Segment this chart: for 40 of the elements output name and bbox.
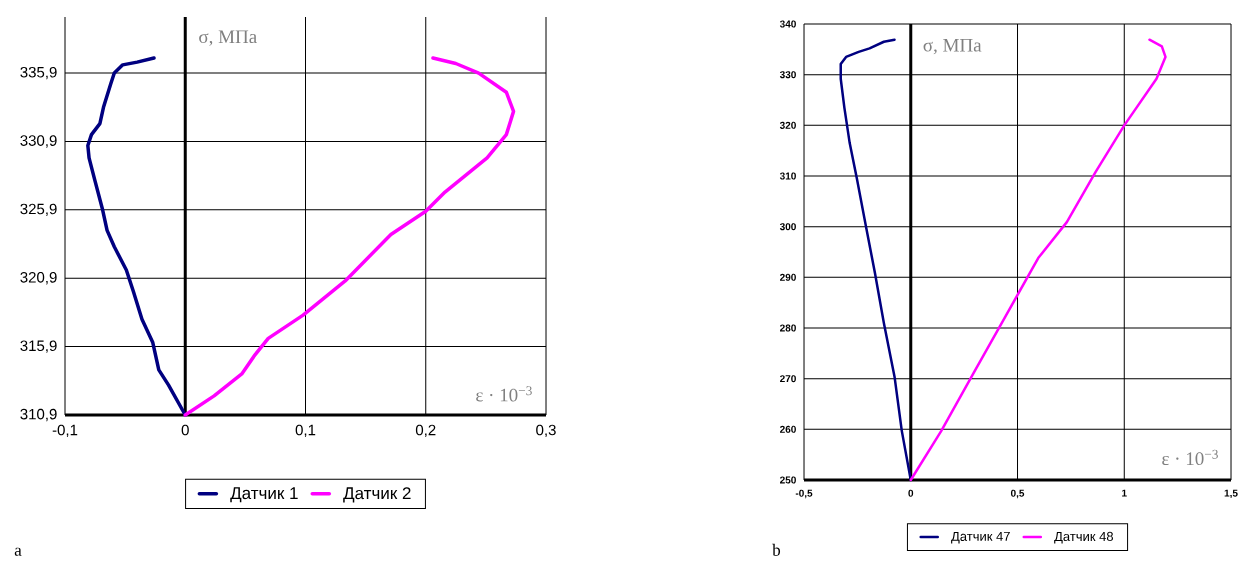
x-axis-title: ε · 10$^{−3}$ [476,386,532,402]
y-tick-label: 250 [780,476,796,484]
y-tick-label: 310,9 [20,408,57,422]
y-tick-label: 325,9 [20,203,57,217]
line-series [909,38,1167,482]
x-tick-label: 0 [908,489,914,497]
x-tick-label: -0,1 [52,424,78,438]
x-tick-label: 1 [1122,489,1127,497]
y-axis-title: σ, МПа [199,30,257,46]
legend-label: Датчик 2 [343,487,411,503]
y-tick-label: 290 [780,273,796,281]
y-tick-label: 320,9 [20,272,57,285]
legend-label: Датчик 47 [951,531,1010,544]
x-axis-title: ε · 10$^{−3}$ [1162,449,1218,466]
y-tick-label: 335,9 [20,66,57,80]
legend-label: Датчик 1 [230,487,298,503]
y-axis-title: σ, МПа [923,38,982,55]
y-tick-label: 330,9 [20,135,57,148]
x-tick-label: 0,2 [415,424,436,438]
x-tick-label: 0,3 [536,424,556,438]
y-tick-label: 320 [779,121,796,129]
legend-label: Датчик 48 [1054,531,1114,544]
y-tick-label: 330 [779,71,796,79]
y-tick-label: 300 [779,223,796,231]
text: b [772,543,781,556]
x-tick-label: 0,5 [1010,489,1025,499]
line-series [86,56,187,417]
x-tick-label: 1,5 [1224,489,1238,499]
y-tick-label: 280 [780,324,796,332]
y-tick-label: 270 [780,375,796,383]
y-tick-label: 340 [779,20,796,28]
y-tick-label: 260 [780,425,796,433]
text: a [14,547,22,556]
x-tick-label: 0 [181,424,189,436]
line-series [183,56,516,417]
y-tick-label: 315,9 [20,340,57,353]
x-tick-label: -0,5 [795,489,813,499]
x-tick-label: 0,1 [295,424,316,438]
y-tick-label: 310 [779,172,796,180]
line-series [839,38,913,482]
